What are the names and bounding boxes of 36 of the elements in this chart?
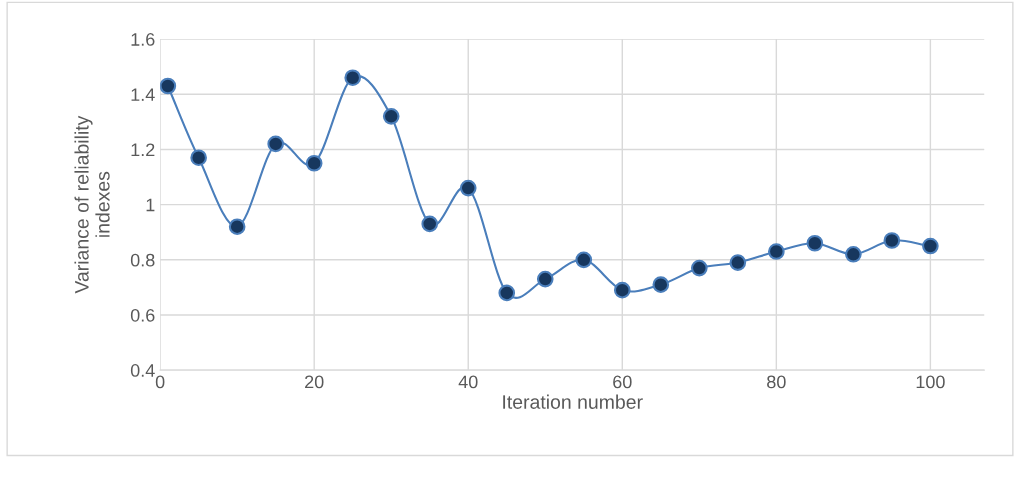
x-tick-label: 100 [916,375,945,389]
point [613,281,631,299]
point [575,251,593,269]
x-axis-title: Iteration number [503,394,643,409]
y-tick-label: 1.6 [131,33,155,46]
x-tick-label: 60 [613,375,632,389]
x-tick-label: 40 [458,375,478,389]
y-axis-title: Variance of reliability indexes [74,115,110,294]
point [729,254,747,271]
point [160,77,177,95]
point [421,215,439,233]
point [190,149,207,167]
x-tick-label: 0 [155,375,165,389]
point [845,245,862,263]
point [806,234,824,252]
point [305,154,323,172]
point [883,232,901,249]
point [498,284,516,302]
point [228,218,246,236]
x-tick-label: 20 [305,375,324,389]
point [382,108,400,125]
point [652,276,670,293]
x-tick-label: 80 [767,375,786,389]
point [768,243,785,260]
y-tick-label: 0.6 [130,308,155,322]
y-tick-label: 0.8 [130,253,155,267]
y-tick-label: 1.4 [131,88,155,101]
point [690,259,708,277]
point [459,179,477,197]
y-tick-label: 1 [146,198,155,212]
point [344,69,362,87]
y-tick-label: 0.4 [130,364,155,377]
point [536,270,554,288]
point [922,237,939,255]
y-tick-label: 1.2 [131,143,155,156]
point [267,135,284,153]
